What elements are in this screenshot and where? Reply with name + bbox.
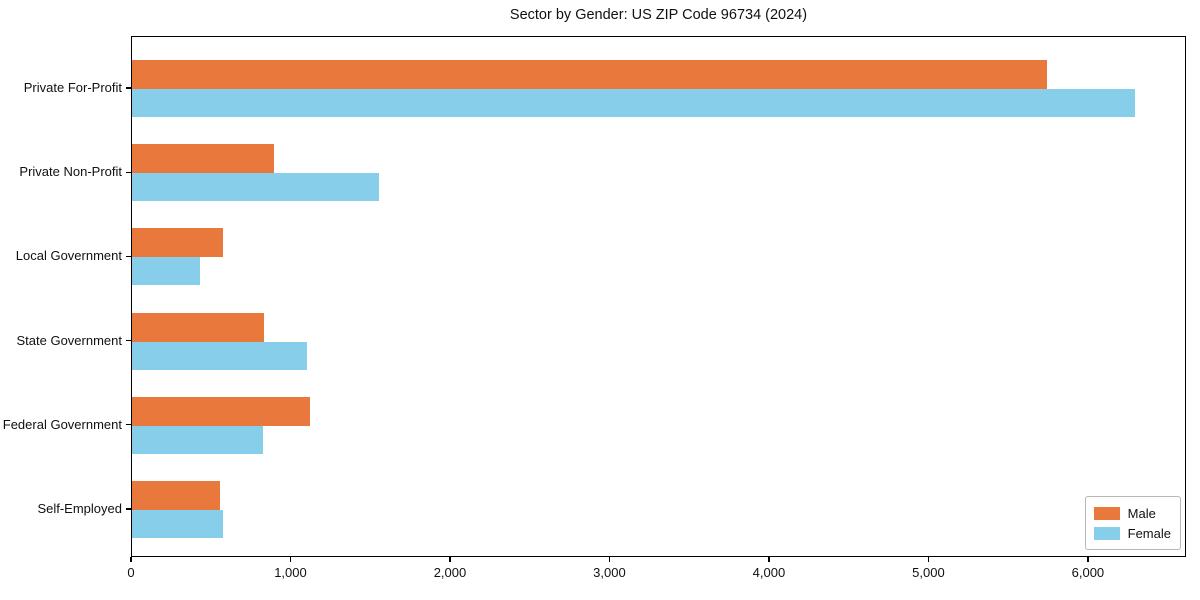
legend-label-male: Male xyxy=(1127,505,1156,521)
x-tick-label-5000: 5,000 xyxy=(912,565,945,580)
bar-female-local-government xyxy=(132,257,200,286)
chart-title: Sector by Gender: US ZIP Code 96734 (202… xyxy=(509,7,808,23)
bar-male-local-government xyxy=(132,228,223,258)
y-tick-label-private-for-profit: Private For-Profit xyxy=(23,80,122,95)
y-tick-mark xyxy=(126,424,131,426)
y-tick-mark xyxy=(126,508,131,510)
legend: Male Female xyxy=(1084,496,1181,550)
x-tick-mark xyxy=(768,557,770,562)
female-swatch-icon xyxy=(1093,526,1120,540)
x-tick-mark xyxy=(1087,557,1089,562)
y-tick-label-private-non-profit: Private Non-Profit xyxy=(19,164,122,180)
bar-female-state-government xyxy=(132,341,307,370)
y-tick-mark xyxy=(126,87,131,89)
x-tick-label-3000: 3,000 xyxy=(593,565,626,580)
bar-male-private-for-profit xyxy=(132,60,1047,89)
bar-female-federal-government xyxy=(132,425,263,454)
legend-item-female: Female xyxy=(1093,523,1171,543)
x-tick-mark xyxy=(130,557,132,562)
bar-male-federal-government xyxy=(132,396,310,426)
male-swatch-icon xyxy=(1093,506,1120,520)
bar-male-private-non-profit xyxy=(132,144,274,174)
plot-area: Male Female xyxy=(131,36,1186,557)
bar-male-state-government xyxy=(132,312,264,342)
y-tick-mark xyxy=(126,255,131,257)
y-tick-label-self-employed: Self-Employed xyxy=(37,501,122,516)
x-tick-label-4000: 4,000 xyxy=(752,565,786,580)
x-tick-label-0: 0 xyxy=(127,565,135,580)
legend-item-male: Male xyxy=(1093,503,1171,523)
y-tick-label-state-government: State Government xyxy=(16,332,123,348)
x-tick-mark xyxy=(289,557,292,562)
y-tick-label-federal-government: Federal Government xyxy=(2,416,122,432)
bar-female-private-for-profit xyxy=(132,89,1135,117)
y-tick-mark xyxy=(126,171,131,173)
x-tick-label-2000: 2,000 xyxy=(433,565,467,580)
y-tick-mark xyxy=(126,340,131,342)
y-tick-label-local-government: Local Government xyxy=(15,248,122,264)
x-tick-mark xyxy=(608,557,611,562)
bar-female-private-non-profit xyxy=(132,173,379,202)
x-tick-mark xyxy=(449,557,451,562)
legend-label-female: Female xyxy=(1127,525,1171,541)
bar-female-self-employed xyxy=(132,510,223,538)
bar-male-self-employed xyxy=(132,481,220,510)
x-tick-mark xyxy=(927,557,930,562)
x-tick-label-1000: 1,000 xyxy=(274,565,307,580)
x-tick-label-6000: 6,000 xyxy=(1071,565,1105,580)
